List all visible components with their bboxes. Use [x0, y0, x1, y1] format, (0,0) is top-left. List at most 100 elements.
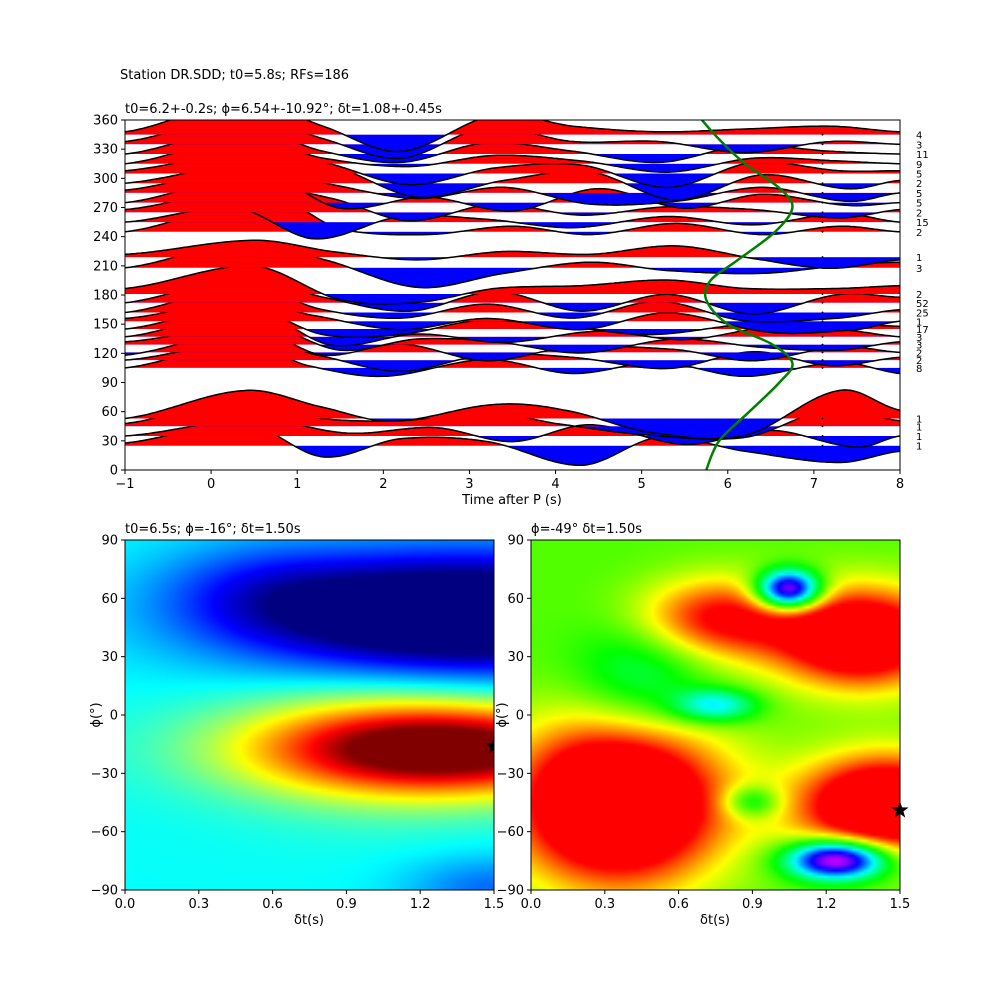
trace-count-label: 3 — [916, 333, 922, 344]
trace-marker — [821, 311, 824, 314]
top-y-tick-label: 120 — [93, 347, 118, 362]
trace-count-label: 5 — [916, 199, 922, 210]
trace-negative-fill — [343, 134, 447, 152]
trace-line — [125, 389, 900, 440]
trace-marker — [821, 201, 824, 204]
trace-negative-fill — [360, 173, 717, 188]
left-x-tick-label: 0.3 — [188, 897, 209, 912]
trace-negative-fill — [125, 336, 900, 346]
trace-positive-fill — [125, 419, 900, 436]
trace-line — [125, 120, 900, 153]
top-x-tick-label: 1 — [293, 477, 301, 492]
trace-marker — [821, 301, 824, 304]
trace-marker — [821, 172, 824, 175]
right-y-tick-label: −90 — [497, 884, 524, 899]
trace-count-label: 8 — [916, 364, 922, 375]
trace-count-label: 3 — [916, 341, 922, 352]
trace-count-label: 3 — [916, 140, 922, 151]
trace-count-label: 1 — [916, 253, 922, 264]
trace-marker — [821, 417, 824, 420]
trace-negative-fill — [125, 302, 900, 314]
trace-count-label: 2 — [916, 228, 922, 239]
trace-marker — [821, 211, 824, 214]
trace-marker — [821, 256, 824, 259]
left-panel-title: t0=6.5s; ϕ=-16°; δt=1.50s — [125, 522, 301, 537]
trace-positive-fill — [125, 186, 900, 213]
top-y-tick-label: 330 — [93, 143, 118, 158]
trace-count-label: 4 — [916, 131, 922, 142]
trace-marker — [821, 343, 824, 346]
trace-negative-fill — [125, 202, 900, 212]
right-x-axis-label: δt(s) — [700, 913, 730, 928]
trace-marker — [821, 133, 824, 136]
left-y-tick-label: 60 — [101, 592, 118, 607]
left-y-tick-label: −60 — [91, 825, 118, 840]
top-y-tick-label: 150 — [93, 318, 118, 333]
trace-count-label: 1 — [916, 422, 922, 433]
top-x-tick-label: 8 — [896, 477, 904, 492]
top-y-tick-label: 360 — [93, 114, 118, 129]
top-y-tick-label: 30 — [101, 434, 118, 449]
top-y-tick-label: 240 — [93, 230, 118, 245]
trace-count-label: 2 — [916, 348, 922, 359]
right-y-tick-label: −60 — [497, 825, 524, 840]
trace-positive-fill — [125, 167, 900, 193]
trace-negative-fill — [318, 344, 879, 353]
trace-negative-fill — [125, 360, 900, 372]
trace-positive-fill — [125, 240, 900, 258]
left-y-tick-label: 30 — [101, 650, 118, 665]
top-x-tick-label: 4 — [551, 477, 559, 492]
right-y-tick-label: 60 — [507, 592, 524, 607]
trace-positive-fill — [125, 401, 900, 427]
left-y-axis-label: ϕ(°) — [89, 702, 104, 727]
right-x-tick-label: 0.0 — [521, 897, 542, 912]
trace-marker — [821, 153, 824, 156]
right-best-fit-star — [891, 801, 909, 818]
left-y-tick-label: 90 — [101, 534, 118, 549]
top-x-tick-label: 5 — [638, 477, 646, 492]
top-x-tick-label: 6 — [724, 477, 732, 492]
right-axes: 0.0 0.3 0.6 0.9 1.2 1.5 −90 −60 −30 0 30 60 90 — [497, 534, 911, 913]
trace-count-label: 5 — [916, 189, 922, 200]
left-best-fit-star — [485, 737, 494, 754]
trace-negative-fill — [125, 183, 884, 200]
right-x-tick-label: 1.5 — [890, 897, 911, 912]
trace-negative-fill — [125, 329, 900, 338]
right-x-tick-label: 1.2 — [816, 897, 837, 912]
trace-count-label: 1 — [916, 432, 922, 443]
trace-marker — [821, 143, 824, 146]
trace-marker — [821, 335, 824, 338]
top-y-tick-label: 210 — [93, 259, 118, 274]
trace-negative-fill — [125, 418, 782, 439]
top-y-tick-label: 90 — [101, 376, 118, 391]
top-y-tick-label: 270 — [93, 201, 118, 216]
trace-marker — [821, 293, 824, 296]
left-x-tick-label: 0.9 — [336, 897, 357, 912]
trace-negative-fill — [125, 222, 900, 239]
right-x-tick-label: 0.6 — [668, 897, 689, 912]
trace-negative-fill — [293, 445, 900, 466]
top-axes: −1 0 1 2 3 4 5 6 7 803060901201501802102402703003… — [93, 114, 904, 493]
trace-negative-fill — [125, 321, 900, 334]
trace-marker — [821, 191, 824, 194]
trace-positive-fill — [125, 150, 900, 174]
trace-marker — [821, 434, 824, 437]
trace-negative-fill — [373, 212, 881, 221]
right-heatmap-image — [531, 540, 900, 890]
trace-marker — [821, 425, 824, 428]
trace-marker — [821, 351, 824, 354]
left-x-axis-label: δt(s) — [294, 913, 324, 928]
top-y-tick-label: 300 — [93, 172, 118, 187]
trace-line — [125, 206, 900, 240]
trace-positive-fill — [125, 242, 900, 268]
top-plot-area — [125, 120, 900, 470]
delay-curve — [700, 120, 794, 470]
top-y-tick-label: 60 — [101, 405, 118, 420]
right-y-tick-label: 0 — [516, 709, 524, 724]
top-x-tick-label: −1 — [115, 477, 134, 492]
right-panel-title: ϕ=-49° δt=1.50s — [531, 522, 642, 537]
trace-marker — [821, 366, 824, 369]
left-y-tick-label: −30 — [91, 767, 118, 782]
right-y-tick-label: −30 — [497, 767, 524, 782]
